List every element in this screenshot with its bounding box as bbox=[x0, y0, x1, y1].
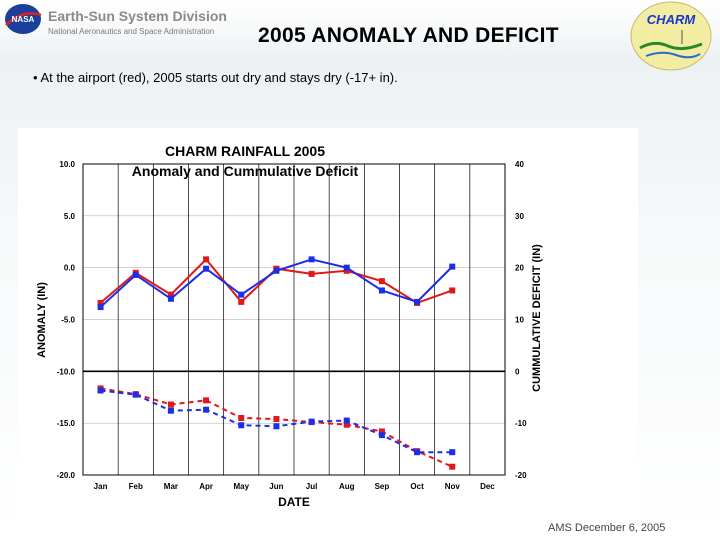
nasa-logo-text: NASA bbox=[12, 15, 35, 24]
charm-logo-text: CHARM bbox=[647, 12, 697, 27]
y-tick-label-left: 5.0 bbox=[64, 212, 76, 221]
data-point-blue-solid bbox=[378, 287, 385, 294]
y-tick-label-left: -15.0 bbox=[57, 419, 76, 428]
data-point-blue-dashed bbox=[449, 449, 456, 456]
chart-grid bbox=[82, 163, 506, 476]
y-tick-label-right: 40 bbox=[515, 160, 524, 169]
data-point-red-solid bbox=[378, 278, 385, 285]
data-point-red-solid bbox=[203, 256, 210, 263]
data-point-red-dashed bbox=[238, 414, 245, 421]
data-point-blue-solid bbox=[449, 263, 456, 270]
chart: CHARM RAINFALL 2005 Anomaly and Cummulat… bbox=[36, 143, 543, 509]
y-tick-label-right: 10 bbox=[515, 316, 524, 325]
data-point-blue-solid bbox=[273, 267, 280, 274]
x-tick-label: Apr bbox=[199, 482, 213, 491]
chart-subtitle: Anomaly and Cummulative Deficit bbox=[132, 163, 359, 179]
y-axis-label-left: ANOMALY (IN) bbox=[36, 282, 48, 358]
header-band bbox=[0, 0, 720, 58]
x-tick-label: Aug bbox=[339, 482, 355, 491]
y-tick-label-left: 10.0 bbox=[59, 160, 75, 169]
x-tick-label: May bbox=[233, 482, 249, 491]
chart-marks bbox=[97, 256, 456, 470]
data-point-blue-dashed bbox=[238, 422, 245, 429]
x-tick-label: Dec bbox=[480, 482, 495, 491]
y-tick-label-right: 30 bbox=[515, 212, 524, 221]
footer-date: AMS December 6, 2005 bbox=[548, 522, 666, 534]
x-axis-label: DATE bbox=[278, 495, 310, 509]
data-point-red-solid bbox=[167, 291, 174, 298]
data-point-blue-dashed bbox=[414, 449, 421, 456]
data-point-blue-dashed bbox=[343, 417, 350, 424]
y-tick-label-right: -10 bbox=[515, 419, 527, 428]
chart-ticks: 10.0 5.0 0.0 -5.0 -10.0 -15.0 -20.0 40 30 20 10 0 -1… bbox=[57, 160, 527, 491]
x-tick-label: Jun bbox=[269, 482, 283, 491]
data-point-red-dashed bbox=[273, 416, 280, 423]
data-point-red-dashed bbox=[343, 421, 350, 428]
y-tick-label-right: 0 bbox=[515, 367, 520, 376]
data-point-blue-solid bbox=[132, 271, 139, 278]
data-point-blue-dashed bbox=[167, 407, 174, 414]
y-tick-label-right: -20 bbox=[515, 471, 527, 480]
data-point-red-solid bbox=[449, 287, 456, 294]
data-point-blue-dashed bbox=[203, 406, 210, 413]
chart-panel: CHARM RAINFALL 2005 Anomaly and Cummulat… bbox=[18, 128, 638, 520]
charm-logo: CHARM bbox=[630, 1, 712, 71]
x-tick-label: Sep bbox=[375, 482, 390, 491]
data-point-red-solid bbox=[343, 267, 350, 274]
data-point-blue-solid bbox=[343, 264, 350, 271]
org-subtitle: National Aeronautics and Space Administr… bbox=[48, 27, 215, 36]
data-point-blue-solid bbox=[414, 298, 421, 305]
bullet-text: • At the airport (red), 2005 starts out … bbox=[33, 70, 398, 85]
y-axis-label-right: CUMMULATIVE DEFICIT (IN) bbox=[531, 244, 543, 392]
x-tick-label: Jan bbox=[94, 482, 108, 491]
nasa-logo: NASA bbox=[5, 4, 42, 34]
data-point-blue-solid bbox=[167, 295, 174, 302]
data-point-blue-dashed bbox=[378, 432, 385, 439]
data-point-red-solid bbox=[97, 299, 104, 306]
data-point-blue-dashed bbox=[97, 387, 104, 394]
x-tick-label: Oct bbox=[410, 482, 424, 491]
data-point-blue-solid bbox=[203, 265, 210, 272]
data-point-blue-dashed bbox=[273, 423, 280, 430]
data-point-red-dashed bbox=[449, 463, 456, 470]
data-point-blue-solid bbox=[97, 304, 104, 311]
y-tick-label-left: -5.0 bbox=[61, 316, 75, 325]
x-tick-label: Mar bbox=[164, 482, 178, 491]
data-point-blue-dashed bbox=[132, 391, 139, 398]
slide-title: 2005 ANOMALY AND DEFICIT bbox=[258, 24, 559, 47]
data-point-red-dashed bbox=[378, 428, 385, 435]
data-point-blue-solid bbox=[308, 256, 315, 263]
data-point-blue-solid bbox=[238, 291, 245, 298]
data-point-red-dashed bbox=[167, 401, 174, 408]
y-tick-label-left: -10.0 bbox=[57, 367, 76, 376]
data-point-blue-dashed bbox=[308, 418, 315, 425]
org-name: Earth-Sun System Division bbox=[48, 8, 227, 24]
y-tick-label-right: 20 bbox=[515, 264, 524, 273]
y-tick-label-left: -20.0 bbox=[57, 471, 76, 480]
data-point-red-dashed bbox=[203, 397, 210, 404]
x-tick-label: Feb bbox=[129, 482, 143, 491]
chart-title: CHARM RAINFALL 2005 bbox=[165, 143, 325, 159]
data-point-red-solid bbox=[308, 270, 315, 277]
x-tick-label: Nov bbox=[445, 482, 461, 491]
y-tick-label-left: 0.0 bbox=[64, 264, 76, 273]
x-tick-label: Jul bbox=[306, 482, 318, 491]
data-point-red-solid bbox=[238, 298, 245, 305]
